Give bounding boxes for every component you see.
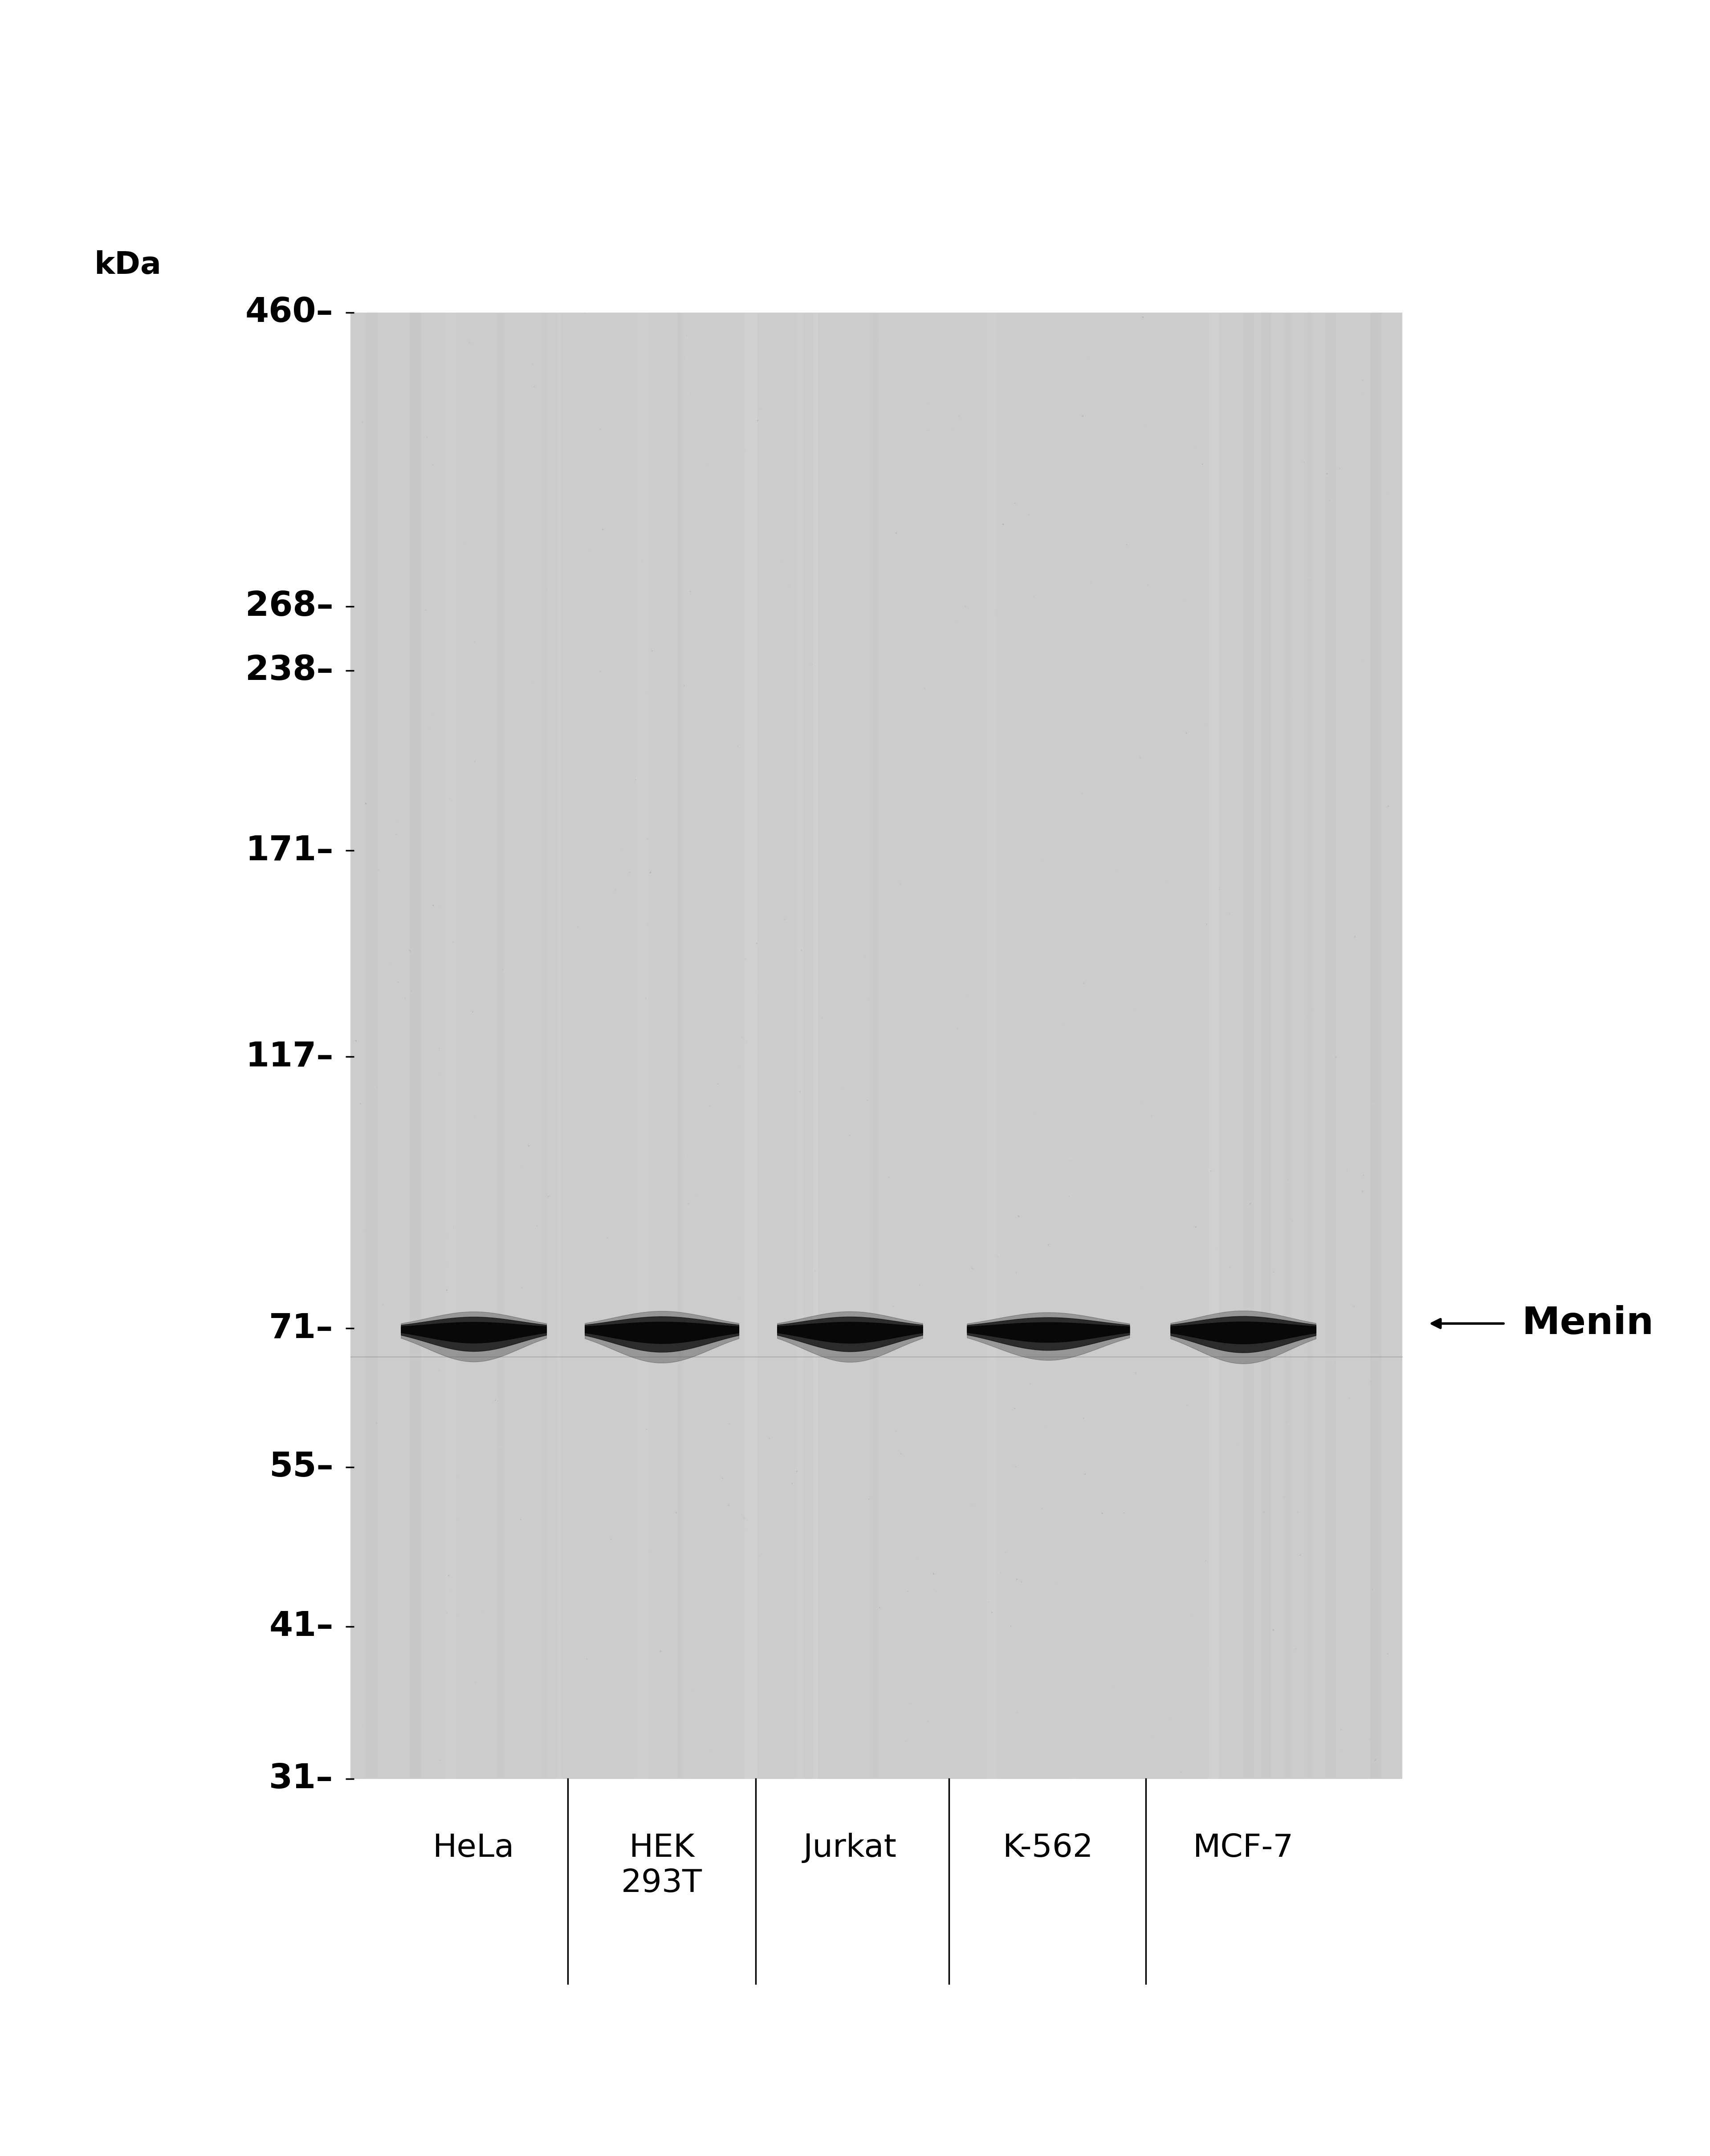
Bar xyxy=(364,313,378,1779)
Bar xyxy=(681,313,689,1779)
Bar xyxy=(1209,313,1219,1779)
Bar xyxy=(978,313,987,1779)
Bar xyxy=(797,313,804,1779)
Bar xyxy=(1243,313,1253,1779)
Text: HEK
293T: HEK 293T xyxy=(621,1833,703,1899)
Text: Menin: Menin xyxy=(1522,1304,1654,1341)
Text: 71–: 71– xyxy=(268,1311,333,1345)
Text: K-562: K-562 xyxy=(1002,1833,1094,1863)
Text: 171–: 171– xyxy=(246,834,333,867)
Bar xyxy=(1306,313,1313,1779)
Text: Jurkat: Jurkat xyxy=(804,1833,896,1863)
Bar xyxy=(1262,313,1271,1779)
Bar xyxy=(410,313,421,1779)
Bar xyxy=(1245,313,1252,1779)
Bar xyxy=(498,313,504,1779)
Bar xyxy=(670,313,675,1779)
Bar xyxy=(812,313,817,1779)
Bar xyxy=(351,313,1402,1779)
Bar xyxy=(357,313,361,1779)
Bar xyxy=(1069,313,1079,1779)
Bar xyxy=(636,313,648,1779)
Bar xyxy=(400,313,409,1779)
Bar xyxy=(499,313,510,1779)
Bar xyxy=(1325,313,1336,1779)
Text: 55–: 55– xyxy=(268,1451,333,1483)
Bar xyxy=(557,313,561,1779)
Bar xyxy=(677,313,684,1779)
Text: HeLa: HeLa xyxy=(433,1833,515,1863)
Text: 238–: 238– xyxy=(246,653,333,688)
Bar xyxy=(542,313,547,1779)
Bar xyxy=(870,313,879,1779)
Text: kDa: kDa xyxy=(94,250,161,280)
Bar xyxy=(446,313,455,1779)
Bar xyxy=(988,313,1000,1779)
Bar xyxy=(987,313,995,1779)
Text: 460–: 460– xyxy=(246,295,333,330)
Text: 117–: 117– xyxy=(246,1041,333,1074)
Bar xyxy=(1284,313,1291,1779)
Text: 41–: 41– xyxy=(268,1611,333,1643)
Bar xyxy=(744,313,758,1779)
Text: 31–: 31– xyxy=(268,1761,333,1796)
Text: 268–: 268– xyxy=(246,591,333,623)
Bar xyxy=(1370,313,1382,1779)
Bar xyxy=(795,313,804,1779)
Text: MCF-7: MCF-7 xyxy=(1194,1833,1293,1863)
